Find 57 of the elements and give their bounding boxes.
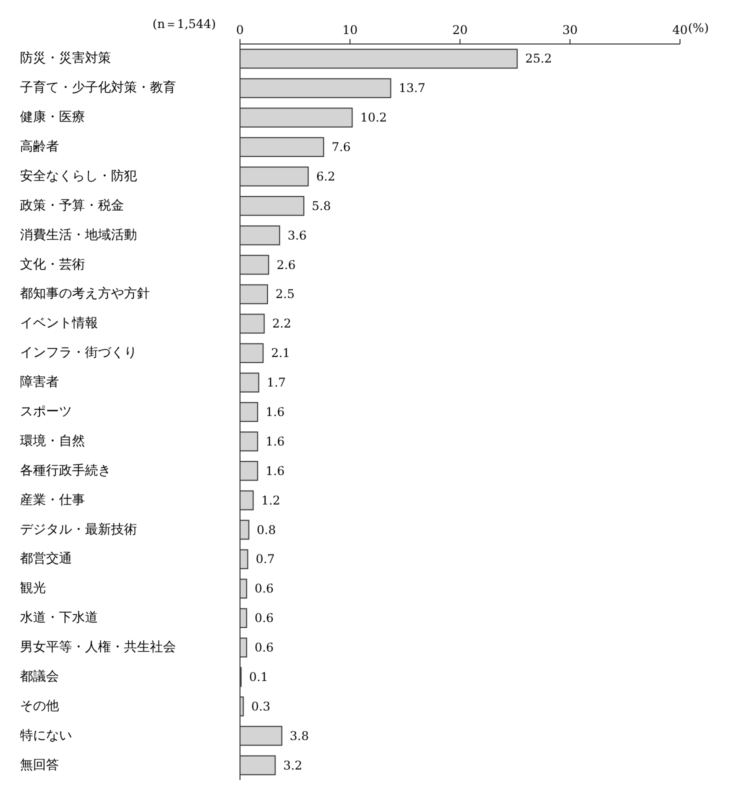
data-label: 2.1 xyxy=(271,346,290,360)
data-label: 10.2 xyxy=(360,110,387,125)
x-tick-label: 20 xyxy=(452,23,468,37)
data-label: 7.6 xyxy=(332,140,351,154)
y-tick-label: 男女平等・人権・共生社会 xyxy=(20,640,176,656)
y-tick-label: 政策・予算・税金 xyxy=(20,198,124,214)
x-tick-label: 40 xyxy=(672,23,688,37)
y-tick-label: デジタル・最新技術 xyxy=(20,522,137,538)
data-label: 0.6 xyxy=(254,611,274,626)
y-tick-label: 環境・自然 xyxy=(20,432,85,449)
y-tick-label: 都営交通 xyxy=(20,550,72,567)
y-tick-label: 特にない xyxy=(20,728,72,744)
y-tick-label: 高齢者 xyxy=(20,138,59,155)
y-tick-label: 健康・医療 xyxy=(20,110,85,126)
data-label: 2.5 xyxy=(276,287,295,302)
y-tick-label: 文化・芸術 xyxy=(20,257,85,272)
y-tick-label: 各種行政手続き xyxy=(20,463,111,478)
x-axis-title: (%) xyxy=(688,21,709,35)
y-tick-label: 無回答 xyxy=(20,758,59,773)
y-tick-label: 障害者 xyxy=(20,374,59,390)
data-label: 0.3 xyxy=(251,699,270,714)
text: (n＝1,544) xyxy=(152,17,216,31)
y-tick-label: その他 xyxy=(20,698,59,714)
y-tick-label: 都知事の考え方や方針 xyxy=(20,286,150,302)
y-tick-label: 消費生活・地域活動 xyxy=(20,228,137,243)
data-label: 3.2 xyxy=(283,758,302,772)
data-label: 2.2 xyxy=(272,316,292,331)
x-tick-label: 30 xyxy=(562,23,578,37)
data-label: 1.6 xyxy=(266,405,285,419)
y-tick-label: 子育て・少子化対策・教育 xyxy=(20,80,176,96)
y-tick-label: スポーツ xyxy=(20,404,72,420)
data-label: 25.2 xyxy=(525,52,552,66)
x-tick-label: 10 xyxy=(342,23,358,37)
data-label: 2.6 xyxy=(276,258,296,272)
y-tick-label: 水道・下水道 xyxy=(20,610,98,626)
data-label: 0.6 xyxy=(254,582,274,596)
y-tick-label: 都議会 xyxy=(20,669,59,684)
data-label: 0.7 xyxy=(256,552,275,566)
y-tick-label: インフラ・街づくり xyxy=(20,346,137,361)
data-label: 0.1 xyxy=(249,670,268,684)
y-tick-label: 防災・災害対策 xyxy=(20,50,111,66)
data-label: 13.7 xyxy=(398,81,426,96)
y-tick-label: 安全なくらし・防犯 xyxy=(20,168,137,184)
data-label: 5.8 xyxy=(312,198,331,213)
data-label: 1.6 xyxy=(266,464,285,478)
data-label: 0.6 xyxy=(254,640,274,655)
data-label: 1.6 xyxy=(266,434,285,448)
x-tick-label: 0 xyxy=(236,23,244,37)
data-label: 3.6 xyxy=(288,228,307,242)
y-tick-label: イベント情報 xyxy=(20,316,98,332)
data-label: 3.8 xyxy=(290,728,309,743)
data-label: 6.2 xyxy=(316,169,336,184)
y-tick-label: 観光 xyxy=(20,581,46,596)
y-tick-label: 産業・仕事 xyxy=(20,492,85,508)
data-label: 0.8 xyxy=(256,522,276,537)
data-label: 1.2 xyxy=(261,493,280,508)
data-label: 1.7 xyxy=(266,376,286,390)
